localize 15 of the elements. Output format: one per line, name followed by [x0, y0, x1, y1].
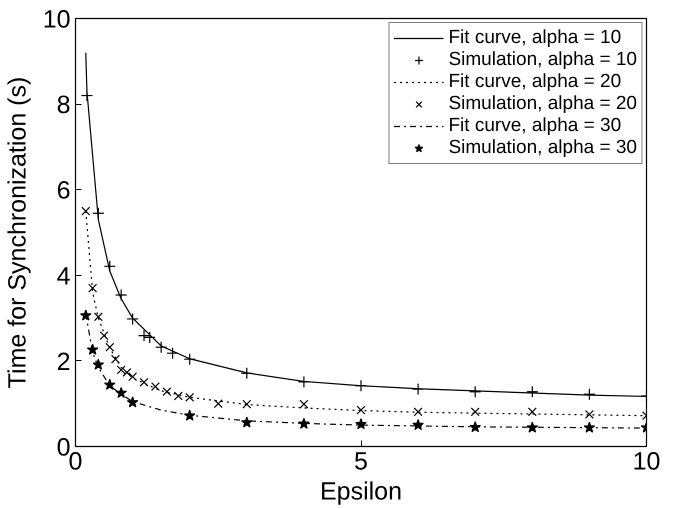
legend-label: Fit curve, alpha = 30: [448, 115, 622, 137]
legend-label: Simulation, alpha = 30: [448, 137, 637, 159]
legend-label: Simulation, alpha = 10: [448, 49, 637, 71]
y-tick-label: 8: [56, 91, 70, 120]
legend-label: Fit curve, alpha = 10: [448, 27, 622, 49]
y-tick-label: 4: [56, 262, 71, 290]
y-axis-title: Time for Synchronization (s): [4, 76, 32, 388]
x-tick-label: 10: [632, 448, 660, 476]
legend-label: Fit curve, alpha = 20: [448, 71, 622, 93]
legend-label: Simulation, alpha = 20: [448, 93, 637, 115]
y-tick-label: 2: [56, 348, 70, 376]
y-tick-label: 10: [42, 6, 71, 34]
x-tick-label: 5: [354, 448, 368, 476]
y-tick-label: 6: [56, 176, 70, 205]
x-axis-title: Epsilon: [320, 478, 402, 506]
